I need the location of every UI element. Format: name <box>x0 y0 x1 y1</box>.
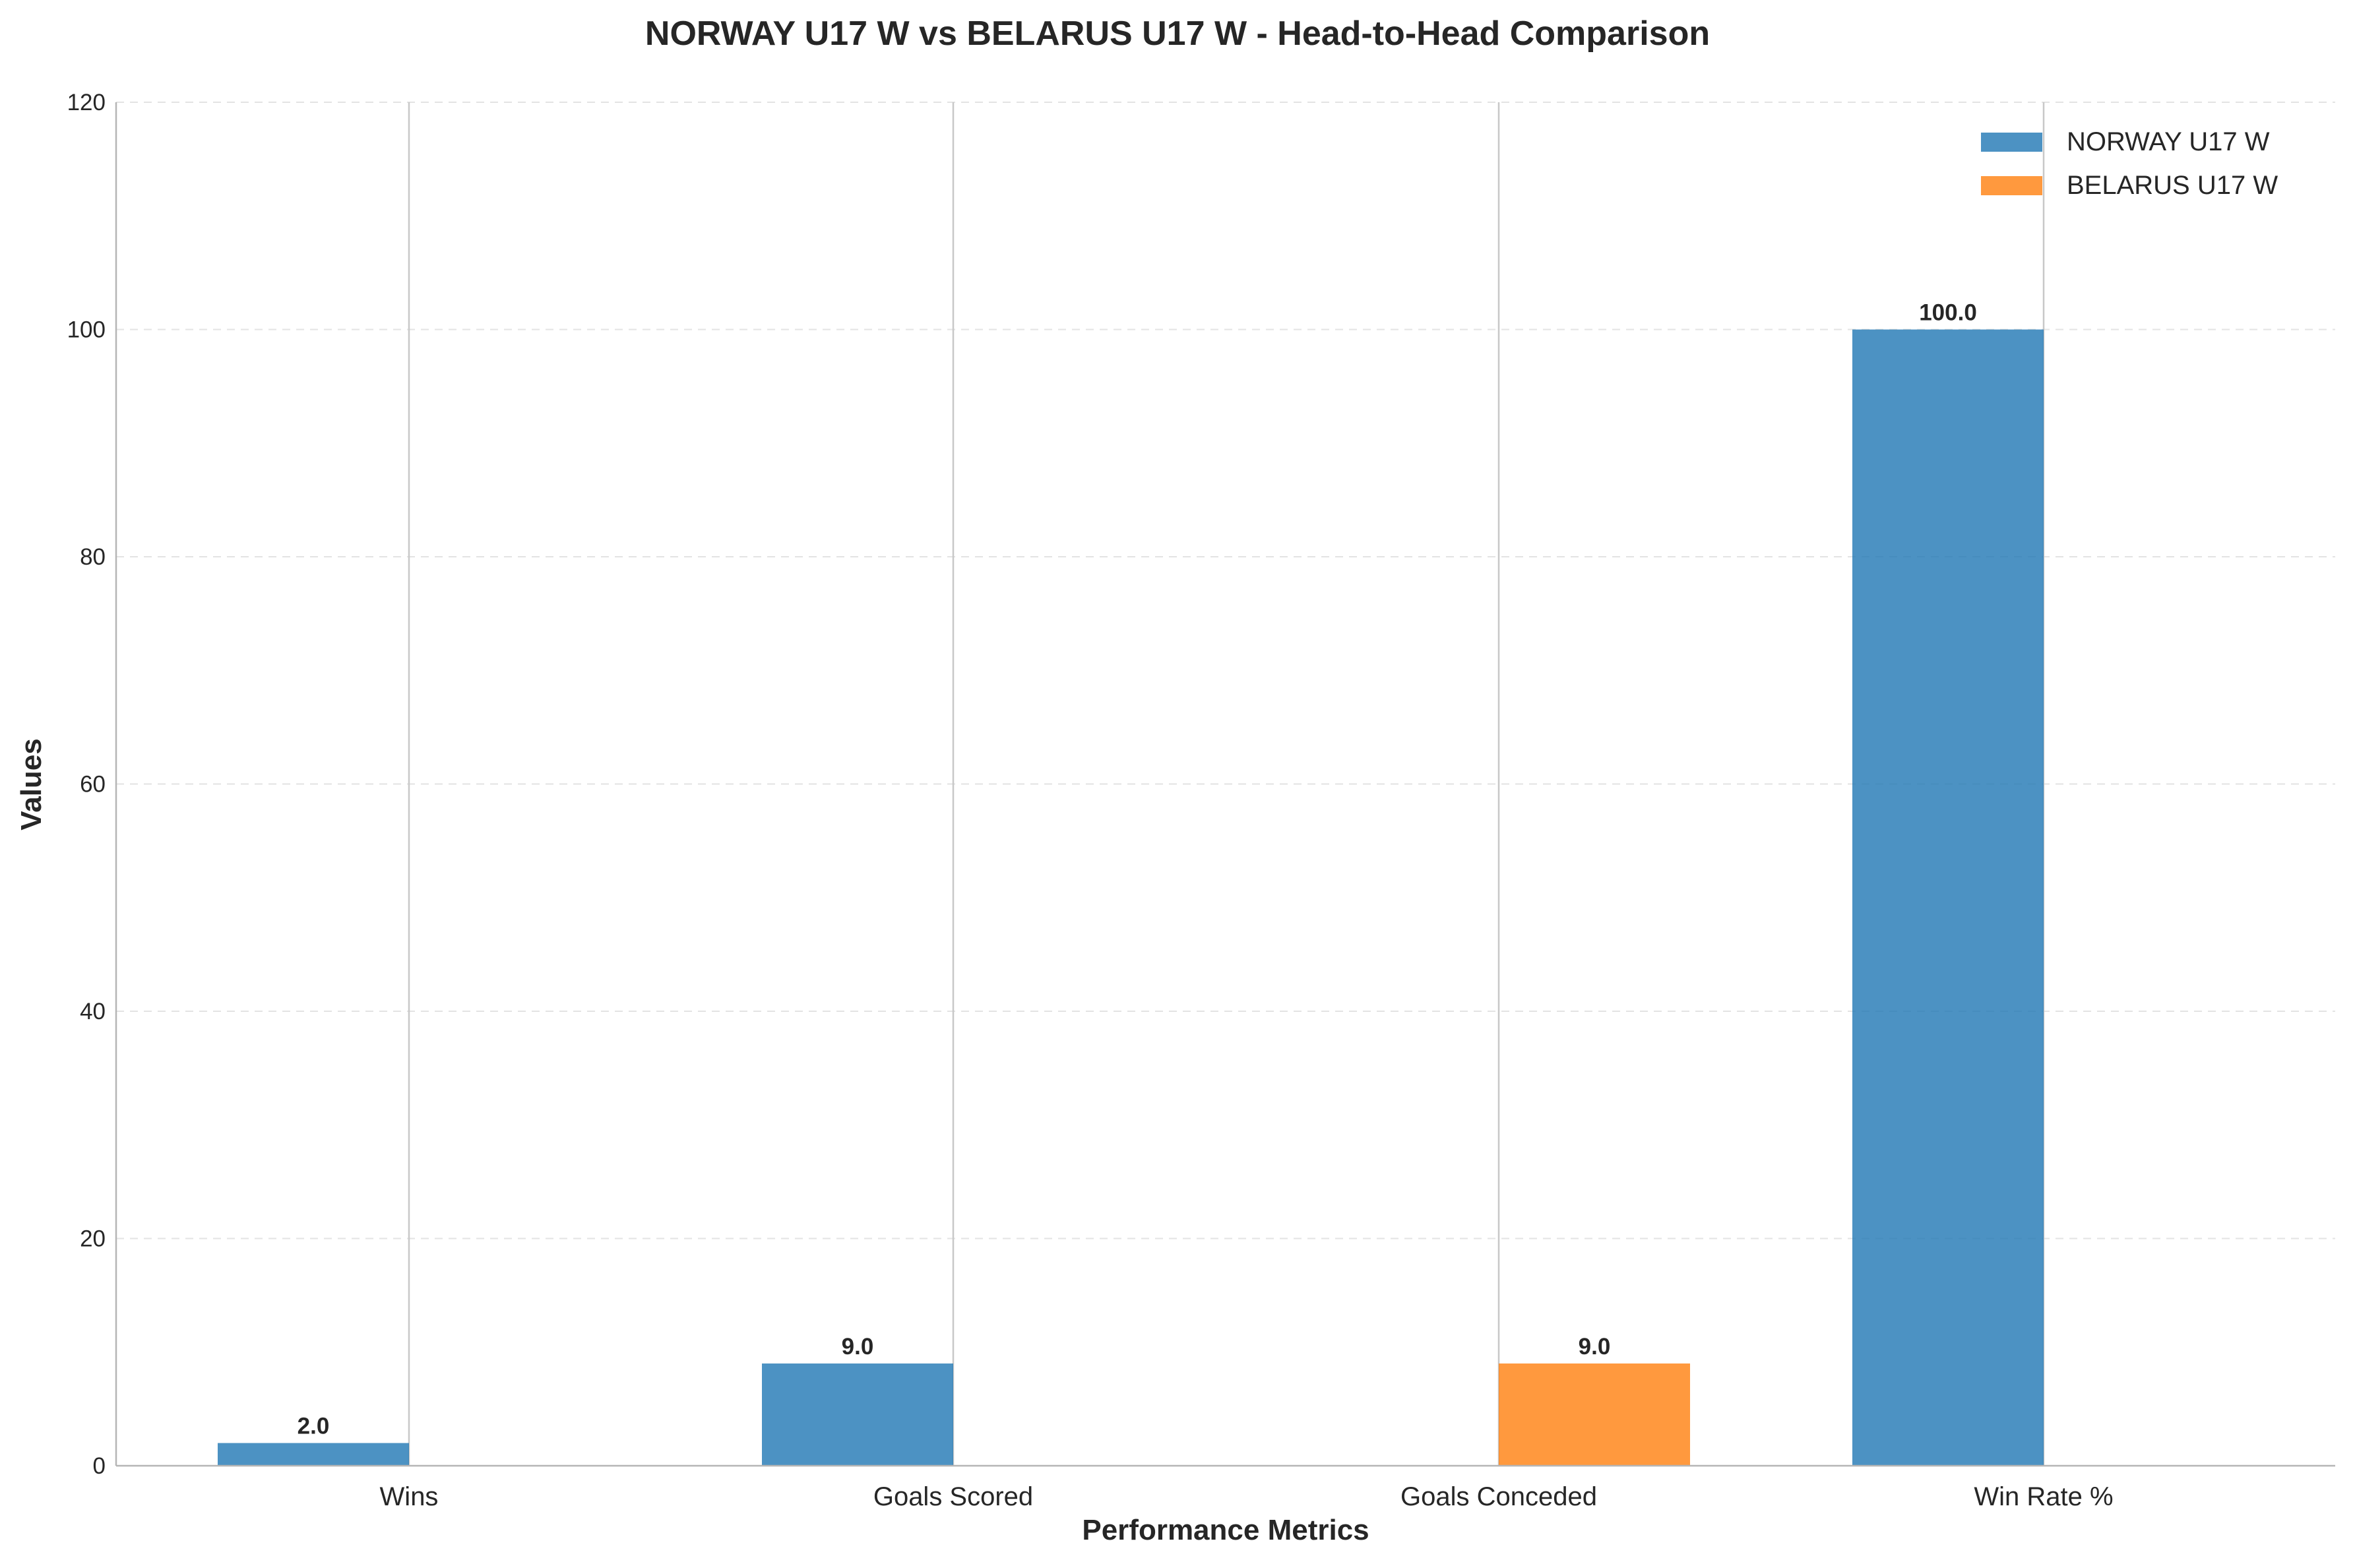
y-axis-label: Values <box>15 738 47 830</box>
x-tick-label: Wins <box>380 1482 439 1511</box>
bar-belarus-2 <box>1499 1363 1690 1466</box>
value-labels-layer: 2.0 9.0 9.0 100.0 <box>298 300 1977 1439</box>
y-tick-label: 60 <box>80 772 106 798</box>
x-tick-label: Goals Conceded <box>1400 1482 1597 1511</box>
x-tick-label: Win Rate % <box>1974 1482 2113 1511</box>
axes-layer: 0 20 40 60 80 100 120 Wins Goals Scored Goals Con… <box>67 90 2335 1511</box>
bar-value-label: 2.0 <box>298 1414 330 1439</box>
legend-swatch <box>1981 133 2042 152</box>
legend-label: NORWAY U17 W <box>2067 127 2270 156</box>
bar-norway-0 <box>218 1443 409 1466</box>
bar-norway-1 <box>762 1363 953 1466</box>
y-tick-label: 20 <box>80 1226 106 1252</box>
bar-value-label: 9.0 <box>842 1334 874 1360</box>
chart-title: NORWAY U17 W vs BELARUS U17 W - Head-to-… <box>645 15 1710 53</box>
y-tick-label: 100 <box>67 317 106 343</box>
y-tick-label: 0 <box>93 1453 106 1479</box>
bar-value-label: 100.0 <box>1919 300 1977 326</box>
legend-swatch <box>1981 176 2042 195</box>
y-tick-label: 80 <box>80 544 106 570</box>
bar-norway-3 <box>1852 329 2044 1466</box>
bar-value-label: 9.0 <box>1579 1334 1611 1360</box>
legend-label: BELARUS U17 W <box>2067 171 2278 200</box>
bars-layer <box>218 329 2044 1466</box>
y-tick-label: 40 <box>80 999 106 1024</box>
y-tick-label: 120 <box>67 90 106 115</box>
x-tick-label: Goals Scored <box>873 1482 1033 1511</box>
legend: NORWAY U17 W BELARUS U17 W <box>1981 127 2278 200</box>
x-axis-label: Performance Metrics <box>1082 1514 1369 1546</box>
